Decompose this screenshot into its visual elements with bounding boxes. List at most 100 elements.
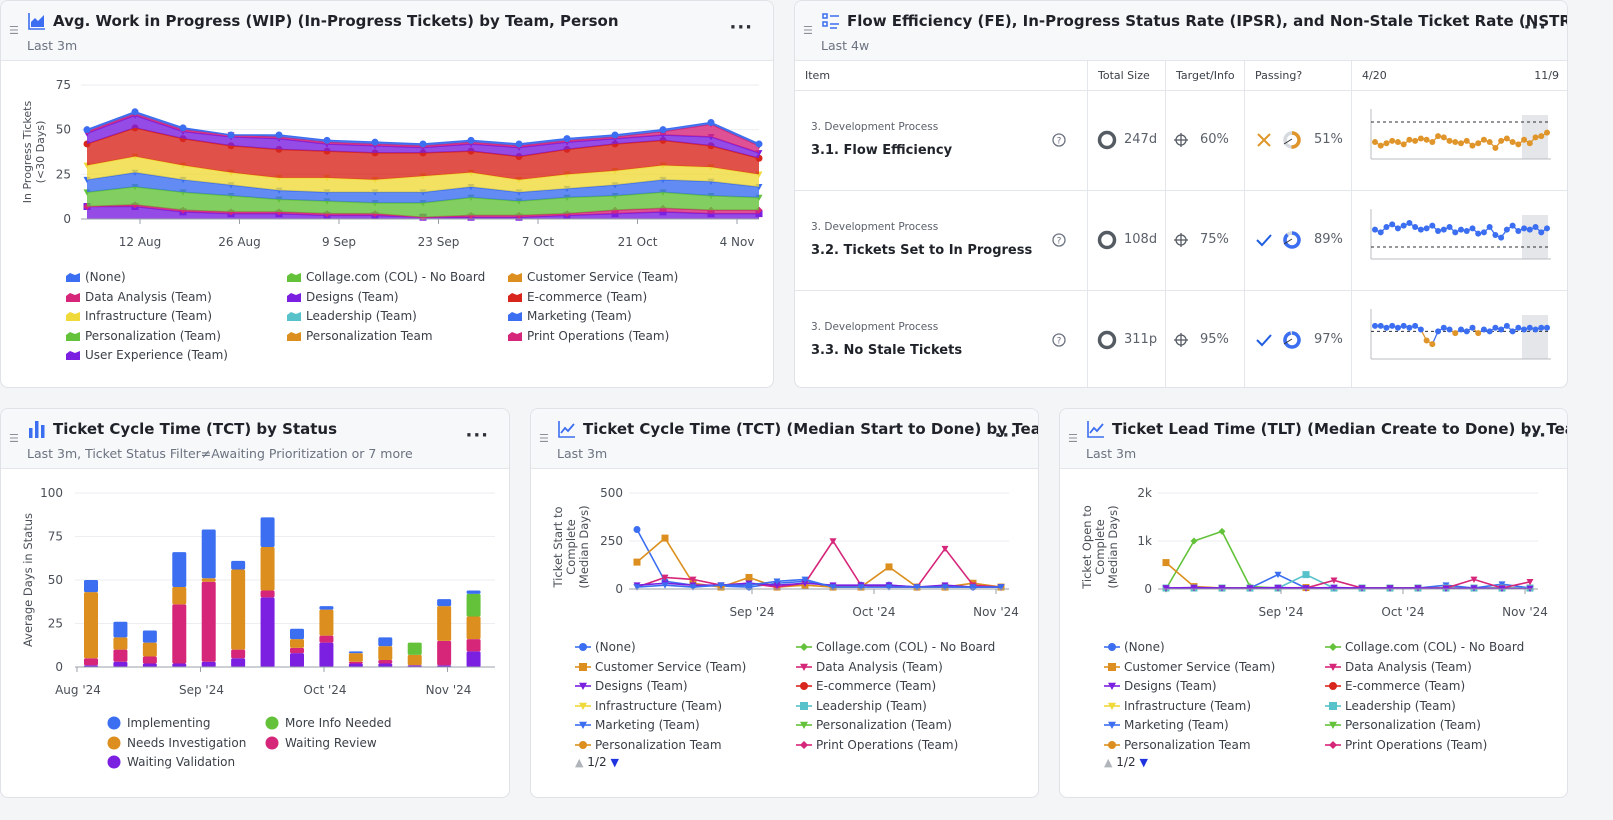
point-leadership-team: [1302, 571, 1310, 579]
row-category: 3. Development Process: [811, 121, 939, 133]
drag-handle-icon[interactable]: ☰: [1068, 432, 1078, 445]
bar-segment-waiting-review: [466, 639, 481, 652]
point-designs-team: [1330, 584, 1338, 592]
bar-segment-needs-investigation: [348, 653, 363, 662]
point-collage-com-col-no-board: [1218, 527, 1226, 535]
svg-text:?: ?: [1057, 137, 1062, 147]
legend-swatch-icon: [1325, 682, 1341, 690]
tlt-team-header: ☰ Ticket Lead Time (TLT) (Median Create …: [1060, 409, 1567, 469]
y-axis-label-line: In Progress Tickets: [21, 101, 34, 204]
legend-swatch-marker: [1329, 663, 1337, 671]
wip-more-menu-button[interactable]: ···: [729, 17, 753, 38]
legend-swatch-icon: [1104, 662, 1120, 671]
point-data-analysis-team: [1470, 576, 1478, 583]
legend-swatch-icon: [508, 292, 522, 302]
point-none: [611, 131, 619, 139]
header-range-start: 4/20: [1362, 69, 1387, 82]
help-icon[interactable]: ?: [1051, 232, 1067, 252]
bar-segment-waiting-review: [348, 661, 363, 664]
legend-label: Print Operations (Team): [527, 328, 670, 343]
pager-next-button[interactable]: ▼: [1139, 756, 1148, 769]
legend-label: Waiting Review: [285, 735, 377, 750]
point-customer-service-team: [745, 573, 753, 581]
sparkline-point: [1492, 232, 1499, 238]
sparkline-point: [1498, 326, 1505, 333]
sparkline-point: [1463, 137, 1470, 144]
sparkline-point: [1498, 234, 1505, 241]
point-marketing-team: [997, 584, 1005, 591]
sparkline-point: [1452, 229, 1459, 236]
drag-handle-icon[interactable]: ☰: [9, 24, 19, 37]
point-designs-team: [1358, 585, 1366, 592]
sparkline-point: [1412, 137, 1419, 144]
tlt-team-more-menu-button[interactable]: ···: [1523, 425, 1547, 446]
point-marketing-team: [689, 584, 697, 591]
legend-swatch-icon: [796, 643, 812, 651]
bar-segment-waiting-validation: [348, 663, 363, 667]
sparkline-point: [1377, 322, 1384, 329]
point-none: [323, 136, 331, 144]
bar-segment-implementing: [466, 590, 481, 594]
wip-card: ☰ Avg. Work in Progress (WIP) (In-Progre…: [0, 0, 774, 388]
legend-swatch-marker: [1329, 740, 1337, 749]
sparkline-point: [1383, 324, 1390, 331]
target-value: 95%: [1200, 332, 1229, 347]
bar-segment-waiting-review: [378, 660, 393, 664]
sparkline-point: [1440, 134, 1447, 141]
legend-swatch: [287, 312, 301, 321]
y-axis-label-line: Ticket Start to: [551, 507, 565, 589]
passing-value: 89%: [1314, 232, 1343, 247]
point-none: [227, 131, 235, 139]
y-tick-label: 25: [56, 167, 71, 181]
tct-status-more-menu-button[interactable]: ···: [465, 425, 489, 446]
y-tick-label: 75: [56, 78, 71, 92]
row-name: 3.3. No Stale Tickets: [811, 343, 963, 358]
legend-swatch-marker: [800, 643, 808, 651]
y-tick-label: 0: [615, 582, 623, 596]
legend-label: Customer Service (Team): [527, 270, 679, 284]
legend-swatch: [508, 292, 522, 302]
legend-swatch-icon: [796, 682, 812, 690]
sparkline-point: [1423, 337, 1430, 344]
svg-text:?: ?: [1057, 337, 1062, 347]
drag-handle-icon[interactable]: ☰: [9, 432, 19, 445]
tct-team-more-menu-button[interactable]: ···: [994, 425, 1018, 446]
legend-swatch: [66, 292, 80, 302]
pager-prev-button[interactable]: ▲: [575, 756, 584, 769]
point-designs-team: [1190, 584, 1198, 592]
sparkline-point: [1423, 136, 1430, 143]
line-designs-team: [636, 582, 1001, 588]
point-marketing-team: [1274, 571, 1282, 579]
y-axis-label-line: (<30 Days): [34, 121, 47, 184]
legend-swatch-marker: [579, 662, 587, 671]
bar-segment-more-info-needed: [407, 642, 422, 655]
pager-next-button[interactable]: ▼: [610, 756, 619, 769]
point-marketing-team: [857, 584, 865, 591]
drag-handle-icon[interactable]: ☰: [539, 432, 549, 445]
sparkline-point: [1383, 224, 1390, 230]
point-none: [275, 131, 283, 139]
point-marketing-team: [801, 576, 809, 583]
point-marketing-team: [661, 582, 669, 589]
sparkline-point: [1406, 136, 1413, 143]
help-icon[interactable]: ?: [1051, 332, 1067, 352]
tlt-team-line-chart: 0 1k 2k Ticket Open toComplete(Median Days)…: [1080, 486, 1548, 619]
row-divider: [795, 290, 1567, 291]
legend-label: Data Analysis (Team): [1345, 659, 1472, 674]
point-marketing-team: [941, 584, 949, 591]
legend-swatch-icon: [1104, 682, 1120, 690]
legend-swatch-icon: [575, 740, 591, 749]
legend-swatch-icon: [265, 736, 279, 749]
legend-label: Personalization Team: [595, 737, 722, 752]
sparkline-point: [1417, 135, 1424, 142]
pager-prev-button[interactable]: ▲: [1104, 756, 1113, 769]
bar-segment-waiting-validation: [142, 663, 157, 667]
help-icon[interactable]: ?: [1051, 132, 1067, 152]
drag-handle-icon[interactable]: ☰: [803, 24, 813, 37]
sparkline-point: [1389, 221, 1396, 228]
sparkline-point: [1394, 139, 1401, 146]
column-divider: [1087, 61, 1088, 387]
sparkline-point: [1458, 226, 1464, 233]
point-none: [515, 140, 523, 148]
scorecard-more-menu-button[interactable]: ···: [1523, 17, 1547, 38]
